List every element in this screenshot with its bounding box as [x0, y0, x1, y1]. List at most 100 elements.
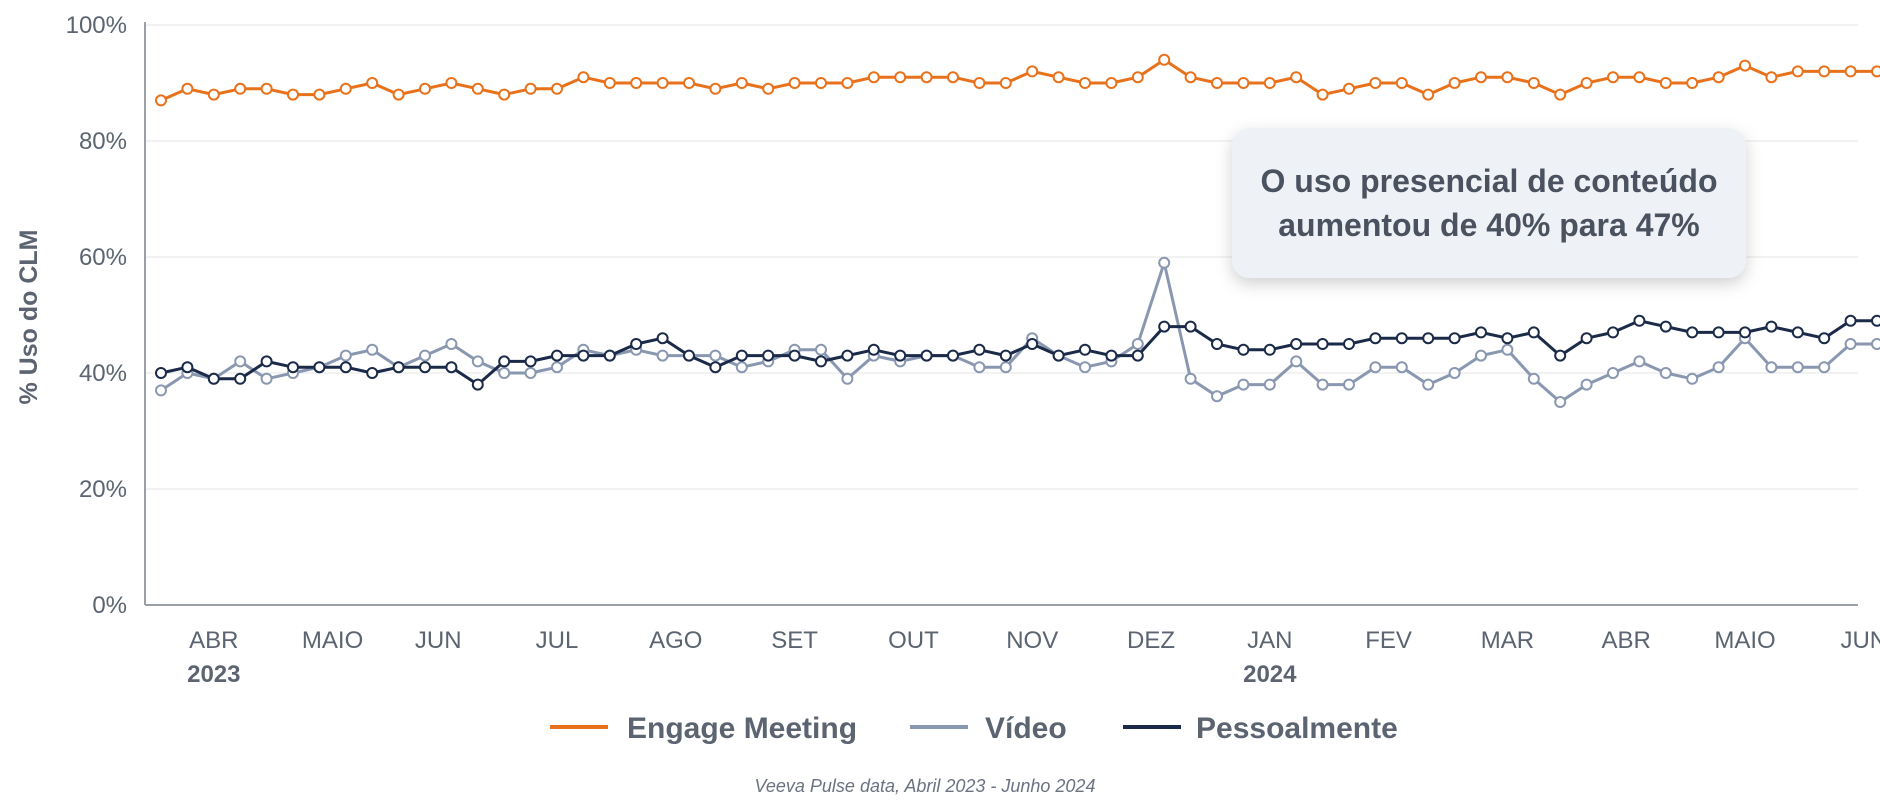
data-point-video	[471, 355, 484, 368]
data-point-video	[1844, 338, 1857, 350]
data-point-engage-meeting	[735, 77, 748, 89]
legend-label-engage-meeting: Engage Meeting	[627, 712, 857, 745]
data-point-pessoalmente	[1079, 343, 1091, 356]
data-point-engage-meeting	[999, 77, 1012, 89]
data-point-pessoalmente	[920, 349, 933, 362]
data-point-pessoalmente	[313, 361, 326, 374]
x-tick-label: ABR	[1602, 627, 1651, 654]
data-point-engage-meeting	[1422, 88, 1435, 101]
data-point-engage-meeting	[920, 71, 933, 84]
data-point-engage-meeting	[1607, 71, 1619, 84]
data-point-engage-meeting	[709, 82, 722, 95]
data-point-engage-meeting	[630, 77, 643, 89]
data-point-pessoalmente	[1105, 349, 1118, 362]
data-point-pessoalmente	[1158, 320, 1171, 333]
data-point-video	[1184, 372, 1197, 385]
data-point-engage-meeting	[1475, 71, 1487, 84]
annotation-card	[1232, 128, 1746, 278]
data-point-engage-meeting	[471, 82, 484, 95]
data-point-pessoalmente	[1263, 343, 1276, 356]
data-point-pessoalmente	[1765, 320, 1778, 333]
data-point-video	[1554, 396, 1567, 408]
data-point-engage-meeting	[1765, 71, 1778, 84]
data-point-pessoalmente	[1475, 326, 1487, 339]
data-point-engage-meeting	[577, 71, 590, 84]
data-point-engage-meeting	[656, 77, 669, 89]
data-point-pessoalmente	[1448, 332, 1461, 345]
data-point-video	[339, 349, 352, 362]
data-point-engage-meeting	[894, 71, 907, 84]
y-tick-label: 0%	[92, 592, 127, 619]
data-point-pessoalmente	[1290, 338, 1303, 350]
data-point-pessoalmente	[999, 349, 1012, 362]
data-point-engage-meeting	[1290, 71, 1303, 84]
data-point-engage-meeting	[181, 82, 194, 95]
data-point-engage-meeting	[1105, 77, 1118, 89]
x-tick-label: FEV	[1365, 627, 1412, 654]
data-point-engage-meeting	[524, 82, 537, 95]
data-point-pessoalmente	[1527, 326, 1540, 339]
data-point-pessoalmente	[841, 349, 854, 362]
data-point-video	[1580, 378, 1593, 391]
x-tick-label: MAR	[1481, 627, 1534, 654]
data-point-pessoalmente	[867, 343, 880, 356]
data-point-engage-meeting	[366, 77, 379, 89]
x-year-label: 2023	[187, 661, 240, 688]
data-point-pessoalmente	[1501, 332, 1514, 345]
data-point-pessoalmente	[1791, 326, 1804, 339]
data-point-pessoalmente	[498, 355, 511, 368]
series-pessoalmente	[155, 314, 1880, 391]
data-point-engage-meeting	[1818, 65, 1831, 78]
data-point-engage-meeting	[498, 88, 511, 101]
data-point-pessoalmente	[709, 361, 722, 374]
data-point-video	[1765, 361, 1778, 374]
data-point-video	[234, 355, 247, 368]
annotation-line-1: O uso presencial de conteúdo	[1261, 163, 1718, 199]
data-point-pessoalmente	[947, 349, 959, 362]
data-point-engage-meeting	[1158, 53, 1171, 66]
series-video	[155, 256, 1880, 408]
axes: 0% 20% 40% 60% 80% 100% ABR MAIO JUN JUL AGO SET OUT…	[66, 12, 1880, 688]
data-point-pessoalmente	[155, 367, 167, 379]
data-point-pessoalmente	[1343, 338, 1355, 350]
data-point-engage-meeting	[1659, 77, 1672, 89]
data-point-video	[1343, 378, 1355, 391]
data-point-engage-meeting	[551, 82, 563, 95]
x-tick-label: MAIO	[302, 627, 363, 654]
data-point-engage-meeting	[1633, 71, 1646, 84]
data-point-pessoalmente	[1211, 338, 1223, 350]
y-tick-label: 20%	[79, 476, 127, 503]
data-point-video	[973, 361, 986, 374]
data-point-engage-meeting	[339, 82, 352, 95]
data-point-pessoalmente	[1184, 320, 1197, 333]
data-point-engage-meeting	[1448, 77, 1461, 89]
data-point-engage-meeting	[1580, 77, 1593, 89]
data-point-video	[1659, 367, 1672, 379]
y-tick-label: 100%	[66, 12, 127, 39]
data-point-pessoalmente	[471, 378, 484, 391]
data-point-pessoalmente	[1739, 326, 1751, 339]
data-point-pessoalmente	[603, 349, 616, 362]
data-point-pessoalmente	[1871, 314, 1880, 327]
data-point-pessoalmente	[1554, 349, 1567, 362]
x-tick-label: DEZ	[1127, 627, 1175, 654]
data-point-engage-meeting	[1395, 77, 1408, 89]
data-point-pessoalmente	[234, 372, 247, 385]
data-point-video	[1501, 343, 1514, 356]
data-point-video	[1633, 355, 1646, 368]
data-point-engage-meeting	[603, 77, 616, 89]
x-tick-label: AGO	[649, 627, 702, 654]
data-point-video	[1079, 361, 1091, 374]
data-point-video	[841, 372, 854, 385]
data-point-engage-meeting	[313, 88, 326, 101]
data-point-pessoalmente	[683, 349, 695, 362]
data-point-pessoalmente	[973, 343, 986, 356]
data-point-engage-meeting	[1686, 77, 1699, 89]
x-tick-label: JAN	[1247, 627, 1292, 654]
data-point-video	[1263, 378, 1276, 391]
data-point-pessoalmente	[894, 349, 907, 362]
series-line-engage-meeting	[160, 58, 1877, 102]
annotation-callout: O uso presencial de conteúdo aumentou de…	[1232, 128, 1746, 278]
